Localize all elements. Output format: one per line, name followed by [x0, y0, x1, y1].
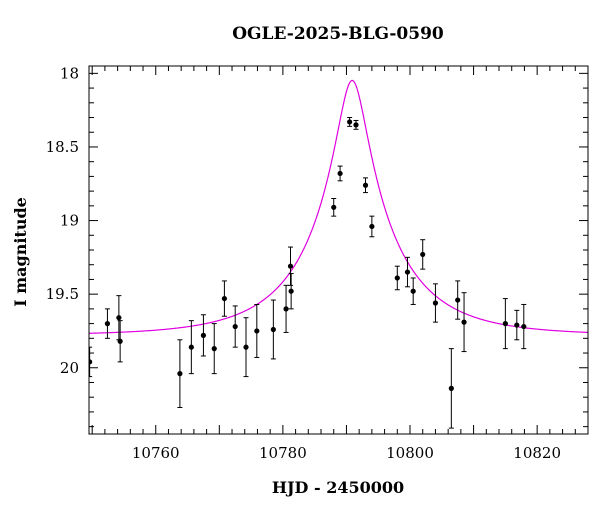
- data-point-marker: [369, 223, 375, 230]
- data-point: [200, 314, 207, 357]
- data-point: [521, 303, 527, 350]
- data-point: [89, 346, 93, 378]
- data-point: [254, 303, 260, 358]
- model-curve-group: [89, 79, 588, 334]
- data-point-marker: [104, 321, 111, 327]
- data-point-marker: [211, 346, 217, 352]
- data-point: [369, 215, 375, 238]
- x-tick-label: 10800: [386, 444, 434, 462]
- data-point: [188, 320, 194, 375]
- data-point-marker: [117, 338, 123, 344]
- data-point: [461, 292, 467, 353]
- data-point-marker: [362, 182, 369, 188]
- y-tick-label: 19: [60, 212, 79, 230]
- data-point: [394, 265, 400, 291]
- data-point-marker: [502, 321, 508, 327]
- x-axis-label: HJD - 2450000: [272, 478, 404, 497]
- y-tick-label: 20: [60, 359, 79, 377]
- data-point-marker: [221, 295, 227, 302]
- data-point-marker: [288, 288, 294, 294]
- data-point-marker: [177, 371, 183, 377]
- data-point: [283, 284, 289, 333]
- data-point-marker: [331, 204, 337, 210]
- data-point-marker: [116, 315, 122, 321]
- data-point-marker: [448, 385, 454, 391]
- data-point-marker: [270, 326, 276, 333]
- y-tick-label: 19.5: [46, 285, 79, 303]
- data-point-marker: [337, 170, 343, 177]
- data-point: [404, 256, 411, 288]
- x-tick-label: 10760: [132, 444, 180, 462]
- data-point-marker: [455, 297, 461, 303]
- data-point-marker: [347, 119, 353, 125]
- data-point: [116, 295, 122, 341]
- data-point: [288, 273, 294, 310]
- data-point-marker: [200, 332, 207, 338]
- data-point-marker: [353, 122, 359, 128]
- data-point: [502, 298, 508, 350]
- data-point-marker: [188, 344, 194, 350]
- data-point: [211, 323, 217, 375]
- x-tick-label: 10820: [513, 444, 561, 462]
- y-tick-label: 18.5: [46, 138, 79, 156]
- data-point-marker: [514, 322, 520, 328]
- data-point: [104, 308, 111, 339]
- data-point-marker: [420, 251, 426, 258]
- chart-title: OGLE-2025-BLG-0590: [232, 24, 444, 44]
- data-point: [287, 246, 294, 286]
- data-point-marker: [461, 319, 467, 325]
- data-point-marker: [232, 323, 238, 330]
- data-point-marker: [283, 306, 289, 312]
- x-tick-label: 10780: [259, 444, 307, 462]
- data-point-marker: [243, 344, 249, 350]
- data-point-marker: [410, 288, 416, 294]
- data-point: [221, 280, 227, 317]
- data-point: [362, 177, 369, 194]
- y-tick-label: 18: [60, 64, 79, 82]
- data-point: [353, 119, 359, 130]
- data-point: [514, 309, 520, 341]
- plot-frame: [88, 65, 589, 435]
- y-axis-label: I magnitude: [11, 197, 30, 307]
- data-point: [177, 339, 183, 409]
- data-point: [270, 299, 276, 360]
- data-point: [420, 239, 426, 270]
- data-point: [337, 165, 343, 182]
- data-points-group: [89, 117, 527, 429]
- model-curve-line: [89, 79, 588, 334]
- axis-ticks-group: 10760 10780 10800 10820 18 18.5 19 19.5 20: [46, 64, 589, 462]
- data-point-marker: [432, 300, 439, 306]
- data-point-marker: [521, 323, 527, 330]
- data-point: [232, 305, 238, 348]
- data-point: [455, 280, 461, 320]
- data-point-marker: [394, 275, 400, 281]
- data-point-marker: [254, 328, 260, 334]
- data-point-marker: [404, 269, 411, 275]
- data-point: [243, 317, 249, 378]
- data-point: [410, 277, 416, 305]
- data-point: [331, 197, 337, 217]
- data-point-marker: [287, 263, 294, 269]
- data-point-marker: [89, 359, 93, 365]
- data-point: [448, 348, 454, 429]
- data-point: [117, 320, 123, 363]
- data-point: [432, 283, 439, 323]
- data-point: [347, 117, 353, 127]
